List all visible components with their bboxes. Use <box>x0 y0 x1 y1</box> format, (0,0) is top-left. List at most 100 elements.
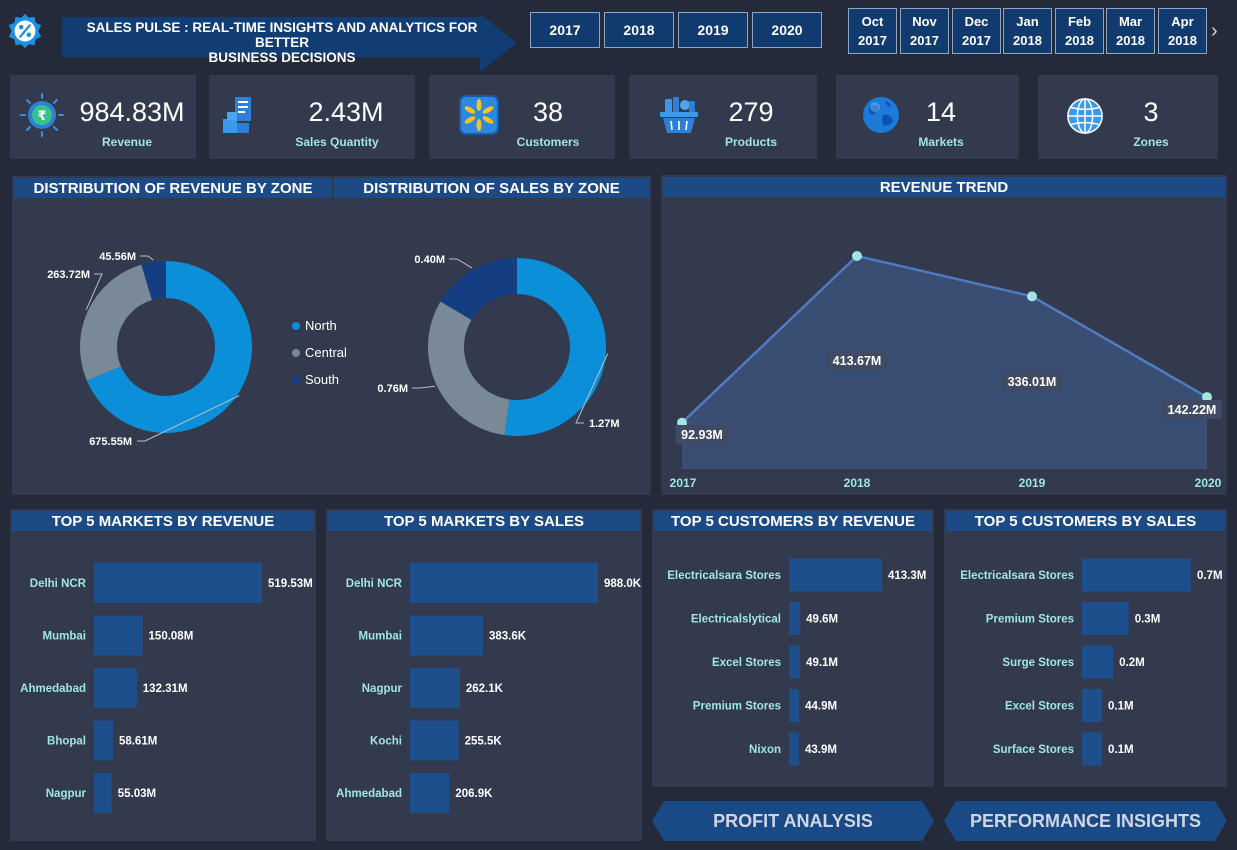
bar[interactable] <box>94 668 137 708</box>
bar[interactable] <box>410 563 598 603</box>
performance-insights-label: PERFORMANCE INSIGHTS <box>969 810 1201 831</box>
month-label: Mar <box>1118 14 1143 29</box>
title-banner <box>62 14 517 72</box>
trend-point[interactable] <box>852 251 862 261</box>
donut-slice-south[interactable] <box>141 261 166 301</box>
bar[interactable] <box>789 558 882 592</box>
trend-area <box>682 256 1207 469</box>
boxes-icon <box>223 97 251 133</box>
month-year-label: 2017 <box>962 33 991 48</box>
donut-slice-north[interactable] <box>86 261 252 433</box>
bar[interactable] <box>789 689 800 722</box>
kpi-value: 2.43M <box>308 97 384 127</box>
x-tick-label: 2017 <box>670 476 697 490</box>
donut-slice-north[interactable] <box>504 258 606 436</box>
chevron-right-icon[interactable]: › <box>1211 20 1218 42</box>
top-customers-sales-title: TOP 5 CUSTOMERS BY SALES <box>946 511 1225 531</box>
top-customers-revenue-panel: TOP 5 CUSTOMERS BY REVENUE Electricalsar… <box>652 509 934 787</box>
bar[interactable] <box>1082 689 1102 722</box>
trend-point[interactable] <box>1027 291 1037 302</box>
month-button-apr-2018[interactable]: Apr 2018 <box>1158 8 1207 54</box>
bar[interactable] <box>94 773 112 813</box>
page-title-line2: BUSINESS DECISIONS <box>208 50 356 65</box>
donut-data-label: 675.55M <box>89 436 132 448</box>
year-button-2017[interactable]: 2017 <box>530 12 600 48</box>
bar[interactable] <box>410 720 459 761</box>
trend-label-bg <box>1002 372 1062 391</box>
bar[interactable] <box>94 615 143 656</box>
kpi-card-revenue: ₹ 984.83M Revenue <box>10 75 196 159</box>
bar[interactable] <box>1082 558 1191 592</box>
bar[interactable] <box>410 615 483 656</box>
bar[interactable] <box>1082 645 1114 679</box>
kpi-card-markets: 14 Markets <box>836 75 1019 159</box>
bar-value-label: 49.6M <box>806 614 838 626</box>
bar[interactable] <box>410 773 450 813</box>
bar-value-label: 0.3M <box>1135 614 1161 626</box>
trend-data-label: 92.93M <box>681 428 723 442</box>
trend-data-label: 142.22M <box>1168 403 1217 417</box>
bar-value-label: 0.7M <box>1197 570 1223 582</box>
bar-category-label: Bhopal <box>47 736 86 748</box>
trend-label-bg <box>827 351 887 370</box>
month-button-feb-2018[interactable]: Feb 2018 <box>1055 8 1104 54</box>
button-shape <box>652 801 934 841</box>
revenue-trend-title: REVENUE TREND <box>663 177 1225 197</box>
legend-item-north[interactable]: North <box>292 312 347 339</box>
bar-value-label: 58.61M <box>119 736 157 748</box>
legend-item-south[interactable]: South <box>292 366 347 393</box>
month-button-jan-2018[interactable]: Jan 2018 <box>1003 8 1052 54</box>
bar-category-label: Electricalslytical <box>691 614 781 626</box>
bar-value-label: 132.31M <box>143 683 188 695</box>
bar[interactable] <box>789 602 801 635</box>
sales-donut: 1.27M 0.76M 0.40M <box>377 254 620 436</box>
trend-data-label: 413.67M <box>833 354 882 368</box>
legend-dot <box>292 321 300 330</box>
donut-leader-line <box>137 395 240 442</box>
kpi-label: Markets <box>918 135 964 149</box>
bar-value-label: 383.6K <box>489 631 527 643</box>
bar[interactable] <box>94 563 262 603</box>
month-label: Oct <box>861 14 884 29</box>
donut-slice-central[interactable] <box>428 301 510 436</box>
month-year-label: 2018 <box>1013 33 1042 48</box>
bar-category-label: Electricalsara Stores <box>960 570 1074 582</box>
performance-insights-button[interactable]: PERFORMANCE INSIGHTS <box>944 801 1227 841</box>
bar-category-label: Surface Stores <box>993 744 1074 756</box>
donut-slice-south[interactable] <box>440 258 517 320</box>
month-button-oct-2017[interactable]: Oct 2017 <box>848 8 897 54</box>
grocery-basket-icon <box>660 97 698 133</box>
legend-dot <box>292 375 300 384</box>
bar[interactable] <box>94 720 113 761</box>
year-button-2020[interactable]: 2020 <box>752 12 822 48</box>
percent-badge-icon <box>8 13 42 49</box>
bar[interactable] <box>1082 602 1129 635</box>
top-markets-revenue-title: TOP 5 MARKETS BY REVENUE <box>12 511 314 531</box>
bar[interactable] <box>789 645 801 679</box>
bar[interactable] <box>410 668 460 708</box>
bar[interactable] <box>789 732 799 766</box>
revenue-donut: 675.55M 263.72M 45.56M <box>47 251 252 448</box>
bar-category-label: Excel Stores <box>1005 701 1074 713</box>
top-markets-revenue-chart: Delhi NCR 519.53M Mumbai 150.08M Ahmedabad 13… <box>20 563 313 813</box>
rupee-coin-icon: ₹ <box>20 93 64 137</box>
bar-category-label: Ahmedabad <box>20 683 86 695</box>
legend-dot <box>292 348 300 357</box>
trend-point[interactable] <box>1202 392 1212 403</box>
month-button-mar-2018[interactable]: Mar 2018 <box>1106 8 1155 54</box>
donut-slice-central[interactable] <box>79 264 152 381</box>
revenue-zone-title: DISTRIBUTION OF REVENUE BY ZONE <box>14 178 332 198</box>
month-button-nov-2017[interactable]: Nov 2017 <box>900 8 949 54</box>
kpi-label: Revenue <box>101 135 153 149</box>
bar[interactable] <box>1082 732 1102 766</box>
legend-item-central[interactable]: Central <box>292 339 347 366</box>
bar-value-label: 206.9K <box>455 788 493 800</box>
x-tick-label: 2019 <box>1019 476 1046 490</box>
bar-category-label: Nagpur <box>46 788 87 800</box>
legend-label: North <box>305 318 337 333</box>
bar-value-label: 0.2M <box>1119 657 1145 669</box>
month-button-dec-2017[interactable]: Dec 2017 <box>952 8 1001 54</box>
profit-analysis-button[interactable]: PROFIT ANALYSIS <box>652 801 934 841</box>
year-button-2018[interactable]: 2018 <box>604 12 674 48</box>
year-button-2019[interactable]: 2019 <box>678 12 748 48</box>
